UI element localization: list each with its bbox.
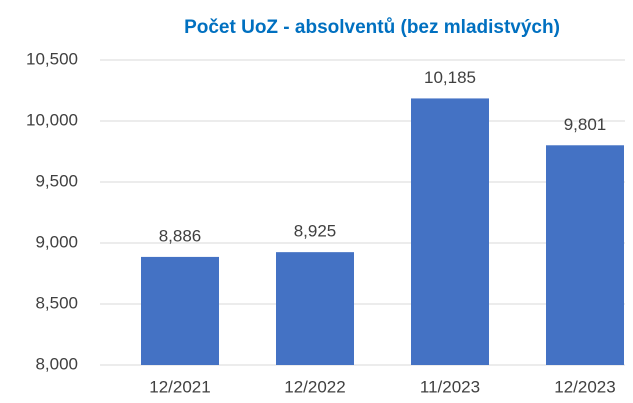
bar: [276, 252, 354, 365]
y-tick-label: 8,500: [35, 293, 78, 312]
data-label: 10,185: [424, 68, 476, 87]
x-tick-label: 12/2023: [554, 377, 615, 396]
y-tick-label: 10,000: [26, 110, 78, 129]
x-tick-label: 12/2021: [149, 377, 210, 396]
data-label: 8,925: [294, 222, 337, 241]
bar: [546, 145, 624, 365]
data-label: 8,886: [159, 226, 202, 245]
x-tick-label: 11/2023: [420, 377, 480, 396]
bar: [141, 256, 219, 365]
y-tick-label: 8,000: [35, 354, 78, 373]
x-tick-label: 12/2022: [284, 377, 345, 396]
y-tick-label: 9,500: [35, 171, 78, 190]
data-label: 9,801: [564, 115, 607, 134]
chart-title: Počet UoZ - absolventů (bez mladistvých): [184, 17, 560, 38]
y-tick-label: 10,500: [26, 49, 78, 68]
y-tick-label: 9,000: [35, 232, 78, 251]
bar: [411, 98, 489, 366]
